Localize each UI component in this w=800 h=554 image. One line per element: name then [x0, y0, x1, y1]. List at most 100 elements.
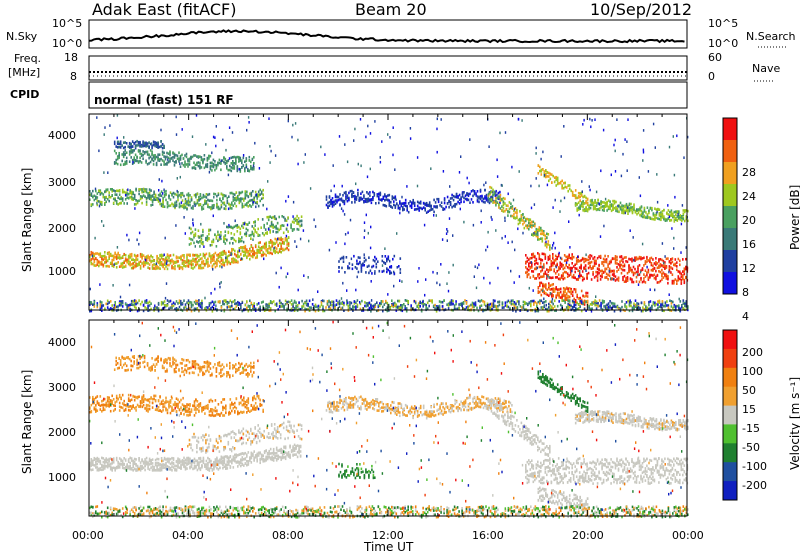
- power-cell: [323, 309, 326, 313]
- power-cell: [640, 209, 643, 213]
- power-cell: [229, 299, 232, 303]
- power-cell: [236, 224, 239, 227]
- power-cell: [250, 167, 252, 171]
- power-cell: [666, 304, 668, 307]
- power-cell: [578, 272, 581, 276]
- power-cell: [175, 160, 177, 163]
- power-cell: [665, 273, 668, 277]
- power-cell: [568, 253, 570, 257]
- power-cell: [90, 250, 93, 254]
- power-cell: [368, 271, 370, 275]
- power-cell: [300, 215, 303, 218]
- power-cell: [185, 163, 188, 166]
- power-cell: [533, 299, 535, 303]
- power-cell: [326, 302, 329, 306]
- power-cell: [608, 274, 611, 277]
- power-cell: [648, 300, 650, 304]
- power-cell: [619, 307, 622, 310]
- power-cell: [280, 247, 282, 250]
- power-cell: [158, 153, 161, 156]
- power-cell: [160, 194, 163, 198]
- power-cell: [619, 266, 621, 269]
- power-cell: [240, 198, 242, 201]
- power-cell: [196, 262, 199, 266]
- power-cell: [486, 302, 489, 306]
- power-cell: [583, 266, 585, 270]
- power-cell: [538, 226, 541, 229]
- power-cell: [596, 273, 599, 276]
- power-cell: [484, 201, 486, 204]
- power-cell: [135, 299, 137, 303]
- power-cell: [254, 251, 257, 255]
- power-cell: [251, 230, 254, 234]
- power-cell: [607, 273, 609, 277]
- power-cell: [410, 204, 413, 208]
- power-cell: [386, 309, 389, 313]
- power-cell: [531, 220, 533, 224]
- power-cell: [367, 192, 370, 196]
- power-cell: [577, 307, 580, 310]
- power-cell: [531, 233, 533, 236]
- power-cell: [631, 257, 633, 261]
- power-cell: [174, 261, 176, 264]
- power-cell: [341, 266, 343, 270]
- power-cell: [205, 202, 208, 205]
- power-cell: [369, 191, 371, 194]
- power-cell: [568, 295, 571, 299]
- power-cell: [643, 273, 645, 276]
- power-cell: [678, 306, 680, 310]
- power-cell: [374, 303, 377, 306]
- power-cell: [638, 264, 641, 267]
- power-cell: [649, 207, 652, 210]
- power-cell: [101, 191, 103, 195]
- power-cell: [160, 204, 163, 208]
- power-cell: [594, 299, 596, 302]
- power-cell: [405, 309, 408, 313]
- power-cell: [648, 307, 650, 311]
- power-cell: [639, 208, 641, 211]
- power-cell: [658, 264, 660, 268]
- power-cell: [287, 230, 289, 233]
- power-cell: [399, 257, 402, 260]
- power-cell: [93, 303, 96, 307]
- power-cell: [299, 308, 302, 311]
- power-cell: [166, 201, 169, 204]
- power-cell: [677, 257, 680, 261]
- power-cell: [203, 154, 206, 157]
- power-cell: [552, 254, 554, 258]
- power-cell: [470, 303, 472, 307]
- power-cell: [89, 193, 91, 196]
- power-cell: [499, 190, 501, 194]
- power-cell: [538, 276, 541, 280]
- power-cell: [649, 257, 651, 260]
- power-cell: [111, 189, 113, 193]
- power-cell: [585, 196, 587, 200]
- power-cell: [495, 196, 497, 200]
- power-cell: [534, 267, 536, 271]
- power-cell: [205, 306, 208, 309]
- power-cell: [369, 199, 371, 202]
- power-cell: [513, 213, 515, 216]
- power-cell: [304, 307, 306, 311]
- power-cell: [607, 205, 610, 209]
- power-cell: [528, 301, 531, 305]
- power-cell: [670, 309, 673, 312]
- power-cell: [196, 199, 199, 202]
- power-cell: [570, 304, 572, 308]
- power-cell: [384, 262, 387, 265]
- power-cell: [208, 307, 211, 311]
- power-cell: [247, 167, 249, 171]
- power-cell: [338, 260, 340, 263]
- power-cell: [564, 181, 566, 185]
- power-cell: [556, 256, 558, 259]
- power-cell: [550, 262, 553, 266]
- power-cell: [676, 218, 679, 222]
- power-cell: [147, 266, 149, 269]
- power-cell: [228, 261, 230, 264]
- power-cell: [133, 305, 136, 309]
- power-cell: [227, 231, 230, 235]
- power-cell: [348, 266, 351, 270]
- power-cell: [393, 203, 395, 207]
- power-cell: [485, 304, 487, 308]
- power-cell: [167, 156, 170, 160]
